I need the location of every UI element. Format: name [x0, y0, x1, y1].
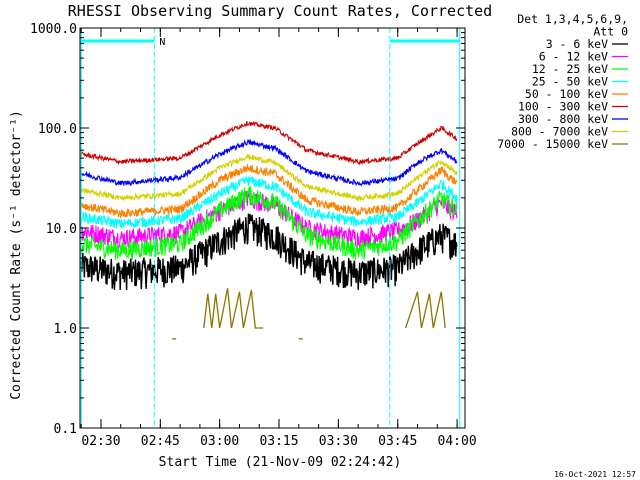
legend-entry-6: 300 - 800 keV — [518, 112, 608, 126]
series-line-0 — [80, 213, 458, 291]
y-tick-label-0: 0.1 — [54, 422, 77, 437]
legend-entry-5: 100 - 300 keV — [518, 100, 608, 114]
x-tick-label-6: 04:00 — [438, 434, 477, 449]
legend-entry-1: 6 - 12 keV — [539, 50, 608, 64]
series-line-6 — [80, 138, 458, 187]
x-tick-label-2: 03:00 — [200, 434, 239, 449]
footer-timestamp: 16-Oct-2021 12:57 — [554, 470, 636, 479]
series-line-2 — [80, 186, 458, 260]
series-line-4 — [80, 164, 458, 219]
series-line-7 — [80, 154, 458, 202]
series-line-8-seg-1 — [404, 291, 446, 329]
plot-axes: 0.1 1.0 10.0 100.0 1000.0 02:30 02:45 03:00 03:1… — [30, 22, 477, 449]
chart-title: RHESSI Observing Summary Count Rates, Co… — [68, 2, 492, 20]
y-tick-label-3: 100.0 — [38, 122, 77, 137]
x-tick-label-1: 02:45 — [141, 434, 180, 449]
legend-entry-8: 7000 - 15000 keV — [497, 137, 608, 151]
plot-area: N — [80, 28, 461, 428]
x-tick-label-3: 03:15 — [259, 434, 298, 449]
y-axis-label: Corrected Count Rate (s⁻¹ detector⁻¹) — [9, 110, 24, 400]
legend-entry-4: 50 - 100 keV — [525, 87, 608, 101]
legend-header-0: Det 1,3,4,5,6,9, — [517, 12, 628, 26]
legend-header-1: Att 0 — [593, 25, 628, 39]
legend-entry-2: 12 - 25 keV — [532, 62, 608, 76]
legend-entry-7: 800 - 7000 keV — [511, 125, 608, 139]
legend-entry-0: 3 - 6 keV — [546, 37, 608, 51]
series-line-8-seg-0 — [203, 288, 264, 329]
x-tick-label-4: 03:30 — [319, 434, 358, 449]
series-line-3 — [80, 176, 458, 229]
series-line-5 — [80, 120, 458, 166]
legend-entry-3: 25 - 50 keV — [532, 75, 608, 89]
x-axis-label: Start Time (21-Nov-09 02:24:42) — [159, 455, 402, 470]
y-tick-label-1: 1.0 — [54, 322, 77, 337]
x-tick-label-0: 02:30 — [81, 434, 120, 449]
y-tick-label-4: 1000.0 — [30, 22, 77, 37]
x-tick-label-5: 03:45 — [378, 434, 417, 449]
y-tick-label-2: 10.0 — [46, 222, 77, 237]
night-flag-label: N — [159, 37, 165, 48]
